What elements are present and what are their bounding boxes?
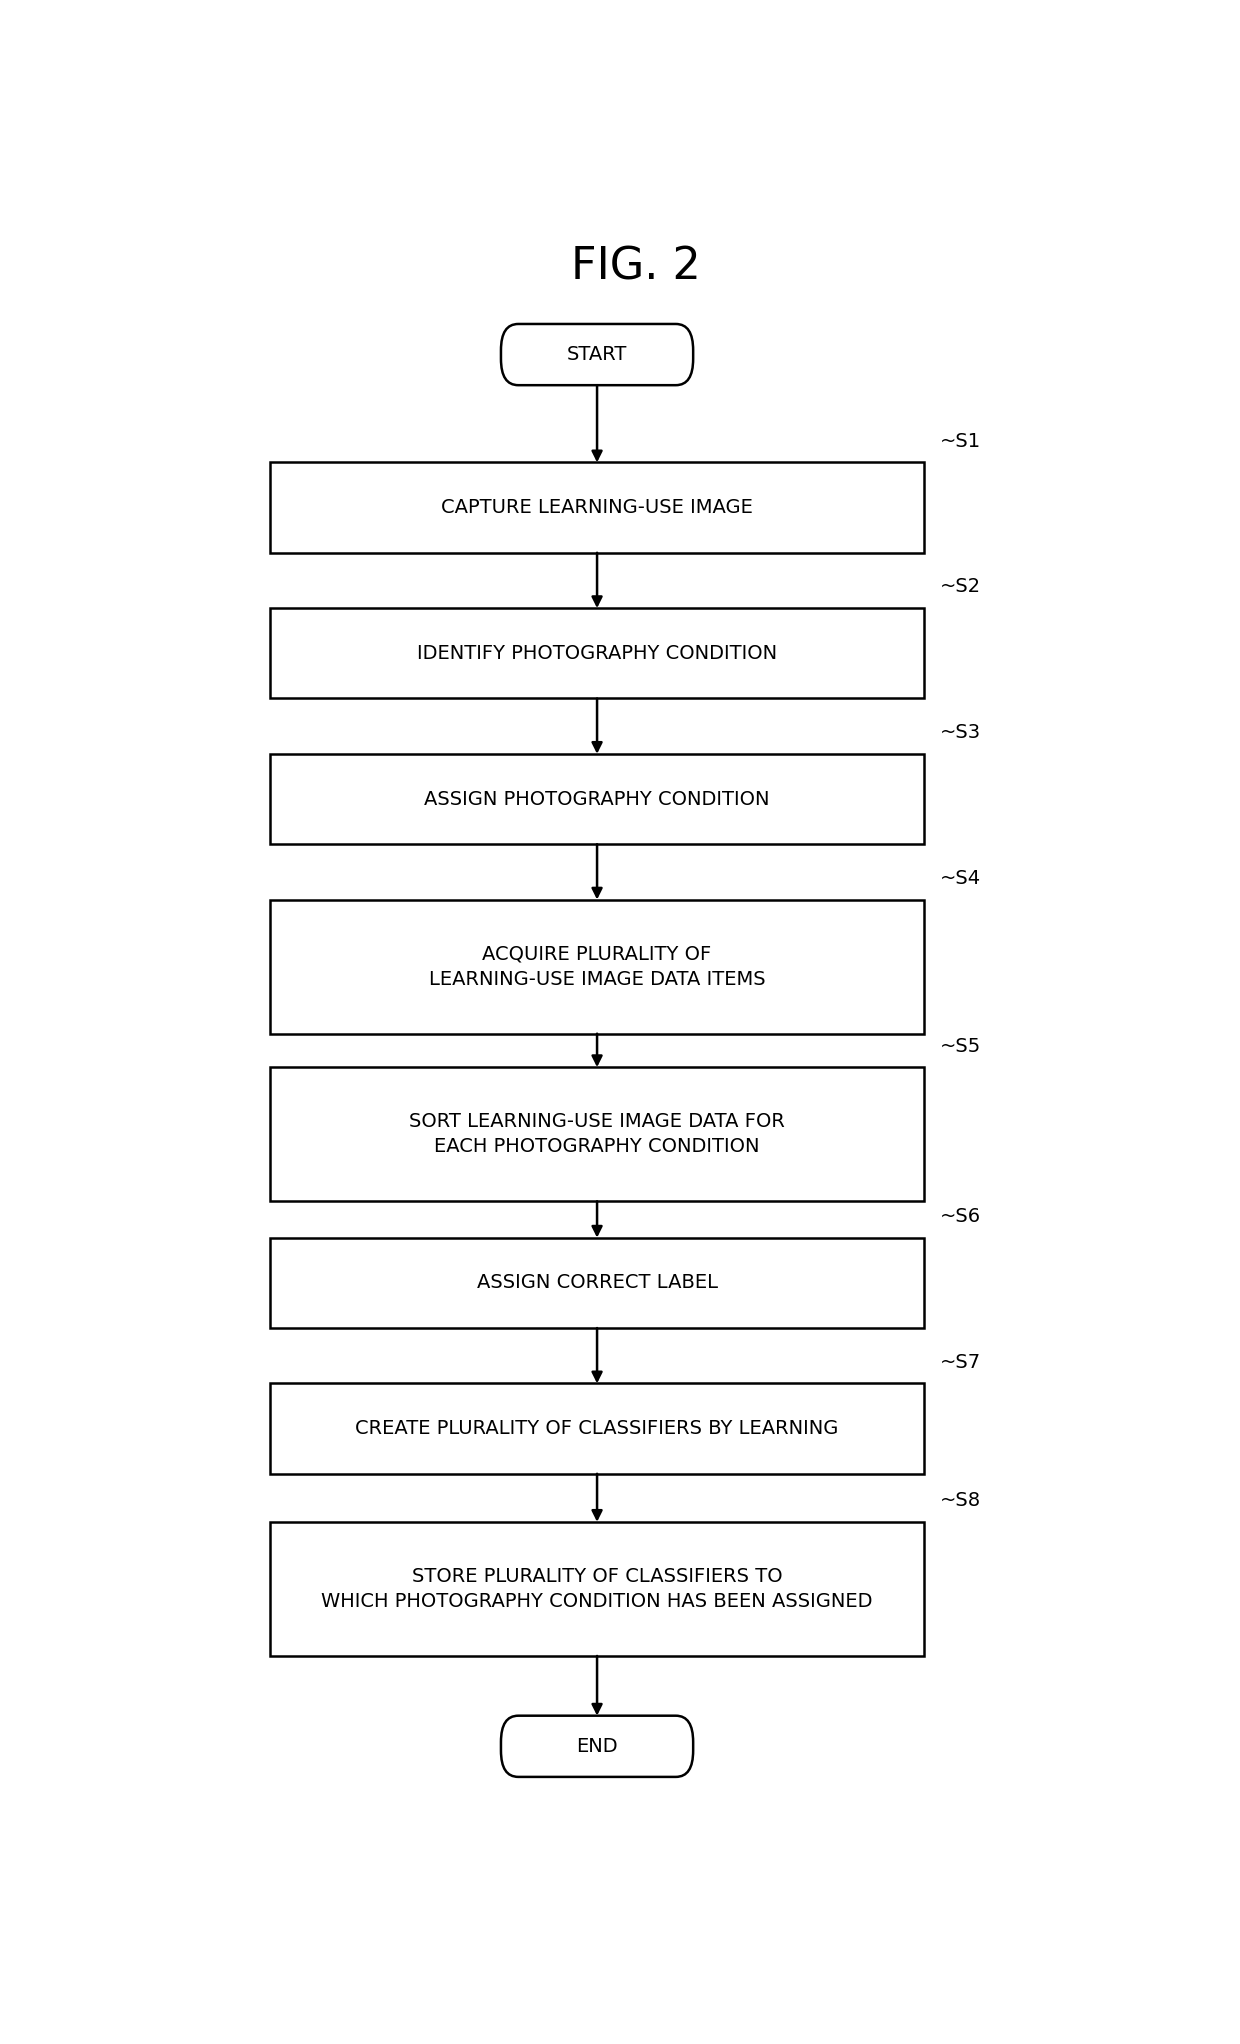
Text: START: START [567,345,627,364]
Bar [270,1067,924,1202]
Text: ASSIGN CORRECT LABEL: ASSIGN CORRECT LABEL [476,1273,718,1292]
Bar [270,609,924,699]
Text: SORT LEARNING-USE IMAGE DATA FOR
EACH PHOTOGRAPHY CONDITION: SORT LEARNING-USE IMAGE DATA FOR EACH PH… [409,1112,785,1157]
FancyBboxPatch shape [501,323,693,384]
Text: ACQUIRE PLURALITY OF
LEARNING-USE IMAGE DATA ITEMS: ACQUIRE PLURALITY OF LEARNING-USE IMAGE … [429,944,765,989]
Bar [270,899,924,1034]
Text: ~S2: ~S2 [940,578,982,597]
Bar [270,462,924,552]
Bar [270,1523,924,1656]
Text: END: END [577,1737,618,1756]
Text: CAPTURE LEARNING-USE IMAGE: CAPTURE LEARNING-USE IMAGE [441,499,753,517]
Text: ~S8: ~S8 [940,1492,982,1511]
Text: ~S6: ~S6 [940,1208,982,1226]
Bar [270,1384,924,1474]
Text: ~S1: ~S1 [940,431,982,452]
Text: STORE PLURALITY OF CLASSIFIERS TO
WHICH PHOTOGRAPHY CONDITION HAS BEEN ASSIGNED: STORE PLURALITY OF CLASSIFIERS TO WHICH … [321,1568,873,1611]
Text: ~S7: ~S7 [940,1353,982,1372]
Text: IDENTIFY PHOTOGRAPHY CONDITION: IDENTIFY PHOTOGRAPHY CONDITION [417,644,777,662]
FancyBboxPatch shape [501,1715,693,1776]
Bar [270,754,924,844]
Bar [270,1239,924,1329]
Text: ~S5: ~S5 [940,1036,982,1055]
Text: CREATE PLURALITY OF CLASSIFIERS BY LEARNING: CREATE PLURALITY OF CLASSIFIERS BY LEARN… [356,1419,838,1439]
Text: ASSIGN PHOTOGRAPHY CONDITION: ASSIGN PHOTOGRAPHY CONDITION [424,789,770,809]
Text: ~S4: ~S4 [940,869,982,887]
Text: FIG. 2: FIG. 2 [570,245,701,288]
Text: ~S3: ~S3 [940,724,982,742]
